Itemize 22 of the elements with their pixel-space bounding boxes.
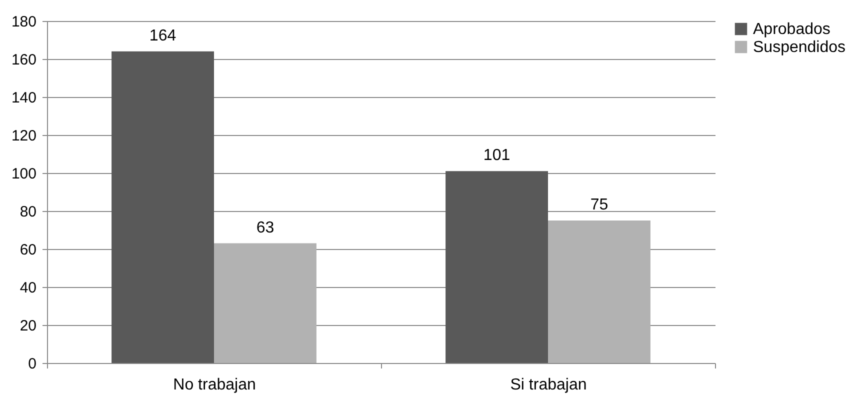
data-label: 63 [256,219,274,236]
y-tick-label: 0 [28,356,36,372]
y-tick-label: 180 [11,14,36,30]
legend-label: Suspendidos [753,39,846,56]
y-tick-label: 140 [11,90,36,106]
bar [214,243,316,363]
bar [548,220,650,363]
x-tick-label: No trabajan [173,376,256,394]
data-label: 101 [483,147,510,164]
bar [112,51,214,363]
y-tick-label: 100 [11,166,36,182]
legend-label: Aprobados [753,21,830,38]
data-label: 75 [590,196,608,214]
y-tick-label: 80 [20,204,36,220]
y-tick-label: 160 [11,52,36,68]
y-tick-label: 120 [11,128,36,144]
bar [446,171,548,363]
y-tick-label: 20 [20,318,36,334]
y-tick-label: 40 [20,280,36,296]
x-tick-label: Si trabajan [510,376,587,394]
y-tick-label: 60 [20,242,36,258]
data-label: 164 [149,27,176,44]
